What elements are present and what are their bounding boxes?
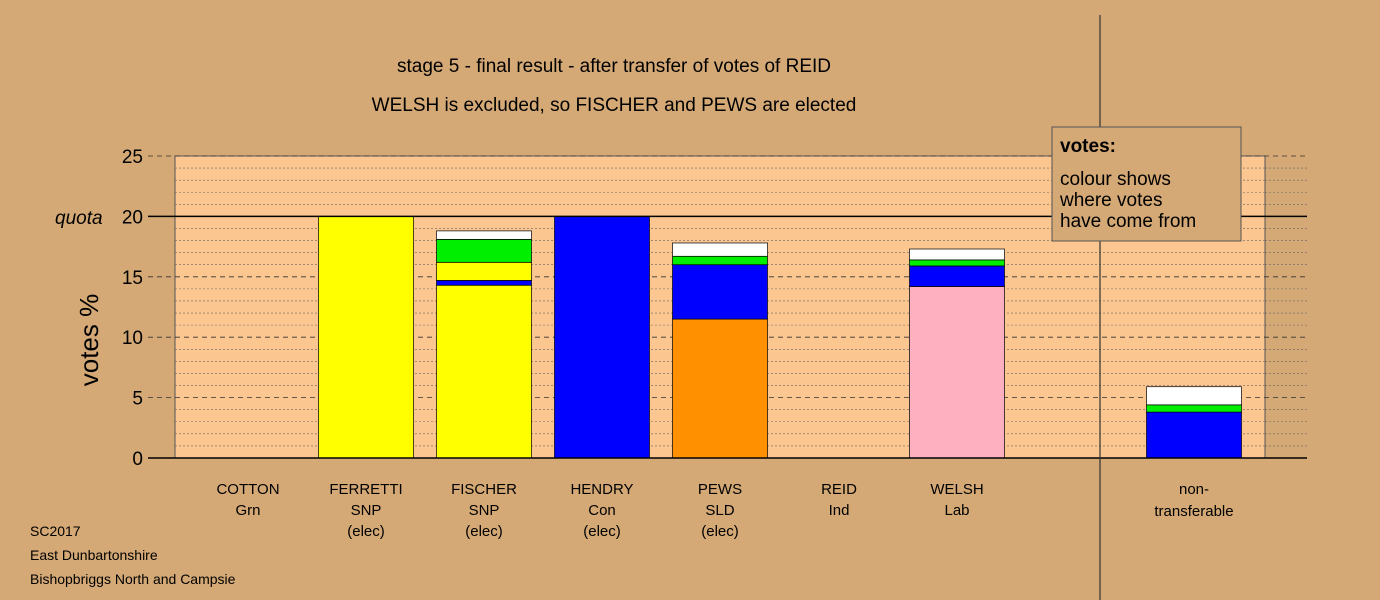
- footer-election: SC2017: [30, 523, 81, 539]
- footer-ward: Bishopbriggs North and Campsie: [30, 571, 236, 587]
- candidate-label-cotton: COTTON: [216, 481, 279, 498]
- chart-title: stage 5 - final result - after transfer …: [397, 56, 831, 77]
- y-tick-label: 5: [132, 389, 143, 410]
- footer-council: East Dunbartonshire: [30, 547, 158, 563]
- candidate-label-welsh: Lab: [944, 502, 969, 519]
- bar-hendry-segment: [554, 216, 650, 459]
- y-tick-label: 0: [132, 449, 143, 470]
- bar-fischer-segment: [436, 239, 532, 263]
- bar-fischer-segment: [436, 284, 532, 459]
- nontransferable-label: non-: [1179, 481, 1209, 498]
- legend-box-line: where votes: [1059, 190, 1162, 211]
- bar-welsh-segment: [909, 259, 1005, 267]
- bar-fischer-segment: [436, 261, 532, 281]
- candidate-label-ferretti: SNP: [351, 502, 382, 519]
- bar-pews-segment: [672, 264, 768, 320]
- candidate-label-pews: SLD: [705, 502, 734, 519]
- candidate-labels: COTTON Grn FERRETTI SNP (elec) FISCHER SNP (ele…: [216, 481, 1233, 540]
- candidate-label-hendry: HENDRY: [570, 481, 633, 498]
- bar-ferretti-segment: [318, 216, 414, 459]
- bars: [200, 216, 1242, 459]
- bar-nontransferable-segment: [1146, 386, 1242, 406]
- candidate-label-pews: PEWS: [698, 481, 742, 498]
- y-tick-label: 15: [122, 268, 143, 289]
- candidate-label-cotton: Grn: [235, 502, 260, 519]
- candidate-label-hendry: Con: [588, 502, 616, 519]
- y-tick-label: 20: [122, 207, 143, 228]
- bar-fischer-segment: [436, 230, 532, 240]
- chart-subtitle: WELSH is excluded, so FISCHER and PEWS a…: [372, 95, 857, 116]
- candidate-label-fischer: FISCHER: [451, 481, 517, 498]
- bar-welsh-segment: [909, 265, 1005, 287]
- legend-box-title: votes:: [1060, 136, 1116, 157]
- candidate-label-ferretti: (elec): [347, 523, 385, 540]
- bar-fischer-segment: [436, 280, 532, 286]
- bar-welsh-segment: [909, 248, 1005, 261]
- y-tick-label: 10: [122, 328, 143, 349]
- y-tick-label: 25: [122, 147, 143, 168]
- bar-welsh-segment: [909, 286, 1005, 459]
- candidate-label-reid: REID: [821, 481, 857, 498]
- legend-box-line: have come from: [1060, 211, 1196, 232]
- bar-nontransferable-segment: [1146, 404, 1242, 413]
- bar-pews-segment: [672, 242, 768, 257]
- legend-box: votes: colour shows where votes have com…: [1051, 126, 1242, 242]
- quota-label: quota: [55, 208, 103, 229]
- legend-box-line: colour shows: [1060, 169, 1171, 190]
- candidate-label-pews: (elec): [701, 523, 739, 540]
- bar-pews-segment: [672, 318, 768, 459]
- candidate-label-ferretti: FERRETTI: [329, 481, 402, 498]
- bar-nontransferable-segment: [1146, 411, 1242, 459]
- candidate-label-fischer: SNP: [469, 502, 500, 519]
- y-axis-label: votes %: [74, 294, 104, 387]
- candidate-label-hendry: (elec): [583, 523, 621, 540]
- bar-pews-segment: [672, 255, 768, 266]
- candidate-label-fischer: (elec): [465, 523, 503, 540]
- candidate-label-reid: Ind: [829, 502, 850, 519]
- nontransferable-label: transferable: [1154, 503, 1233, 520]
- candidate-label-welsh: WELSH: [930, 481, 983, 498]
